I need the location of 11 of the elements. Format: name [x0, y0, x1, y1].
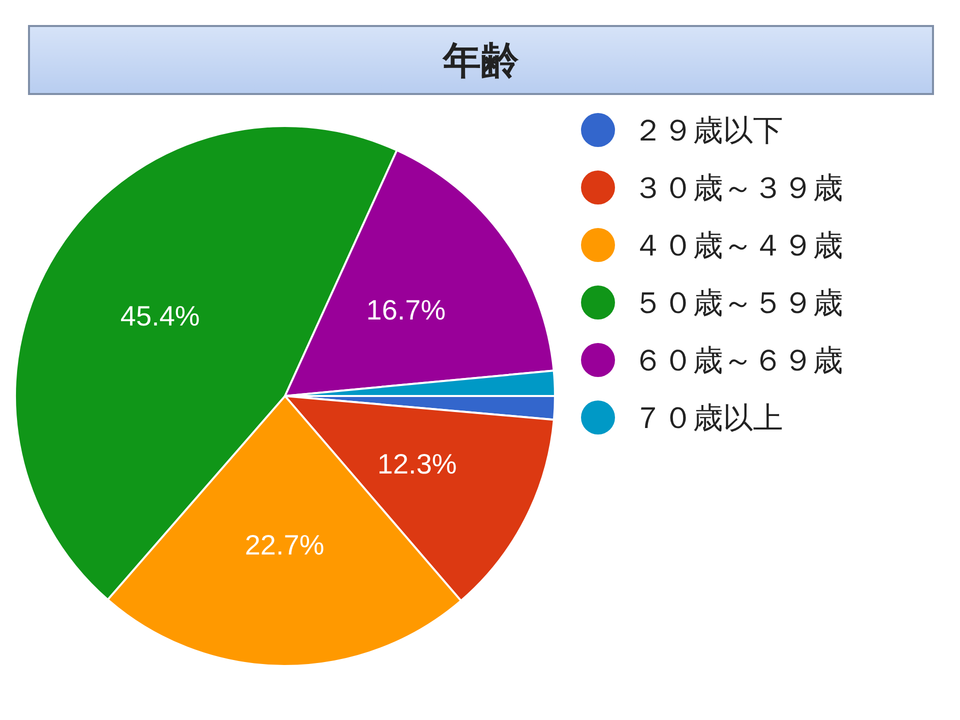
data-label: 22.7% — [244, 529, 324, 560]
legend-label: ５０歳～５９歳 — [633, 286, 843, 321]
legend-label: ４０歳～４９歳 — [633, 228, 843, 264]
data-label: 12.3% — [377, 448, 457, 480]
legend-label: ２９歳以下 — [633, 114, 783, 148]
legend-label: ６０歳～６９歳 — [633, 344, 843, 378]
legend-label: ７０歳以上 — [633, 401, 783, 436]
chart-title: 年齢 — [442, 38, 519, 82]
data-label: 45.4% — [120, 300, 200, 332]
data-label: 16.7% — [366, 294, 446, 326]
legend-label: ３０歳～３９歳 — [633, 171, 843, 206]
